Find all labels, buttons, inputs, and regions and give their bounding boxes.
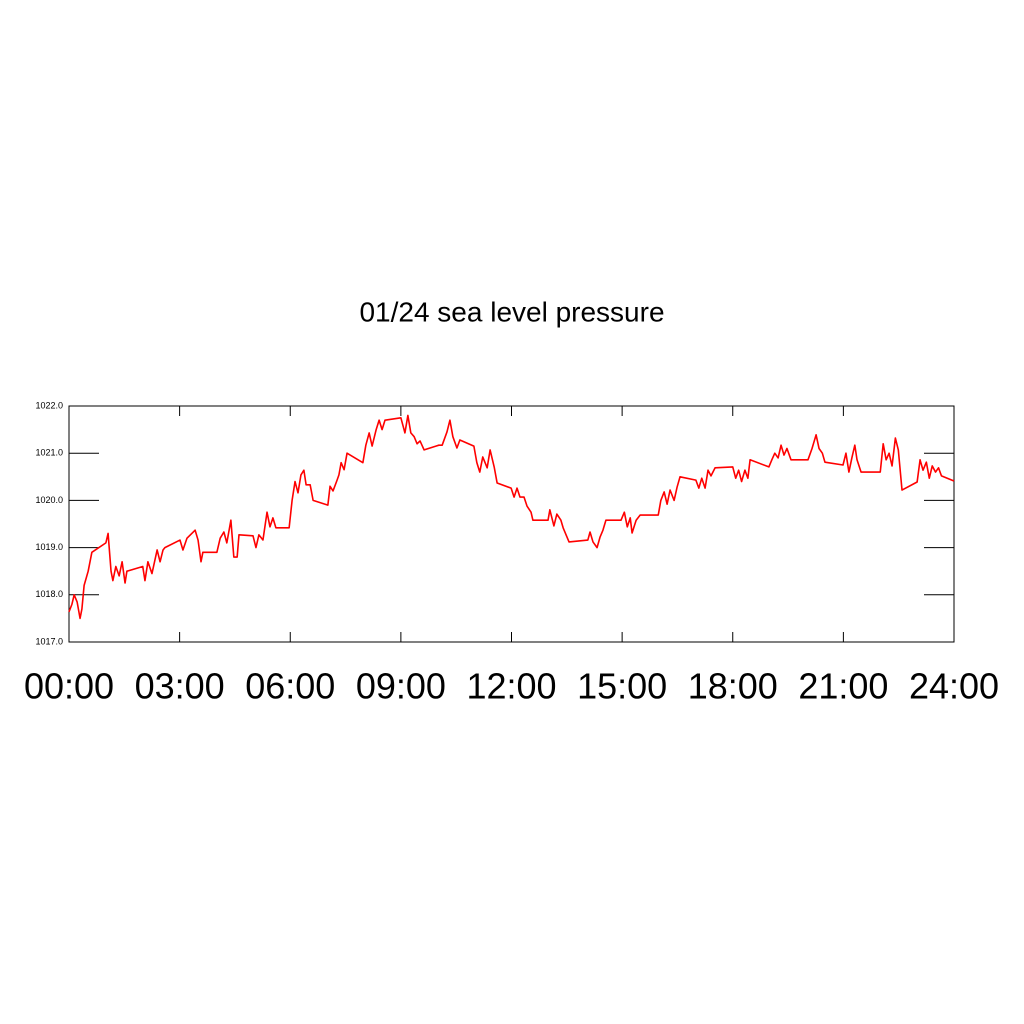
y-tick-label: 1022.0 [35, 400, 63, 410]
y-tick-label: 1020.0 [35, 495, 63, 505]
x-tick-label: 09:00 [356, 666, 446, 707]
x-tick-label: 03:00 [135, 666, 225, 707]
data-line [68, 414, 955, 620]
plot-frame [68, 405, 955, 643]
x-tick-label: 18:00 [688, 666, 778, 707]
y-tick-label: 1018.0 [35, 589, 63, 599]
x-tick-label: 00:00 [24, 666, 114, 707]
chart-title: 01/24 sea level pressure [359, 296, 664, 327]
y-tick-label: 1017.0 [35, 636, 63, 646]
x-tick-label: 15:00 [577, 666, 667, 707]
x-tick-label: 12:00 [466, 666, 556, 707]
y-tick-label: 1019.0 [35, 542, 63, 552]
x-tick-label: 21:00 [798, 666, 888, 707]
y-tick-label: 1021.0 [35, 448, 63, 458]
x-tick-label: 24:00 [909, 666, 999, 707]
x-tick-label: 06:00 [245, 666, 335, 707]
